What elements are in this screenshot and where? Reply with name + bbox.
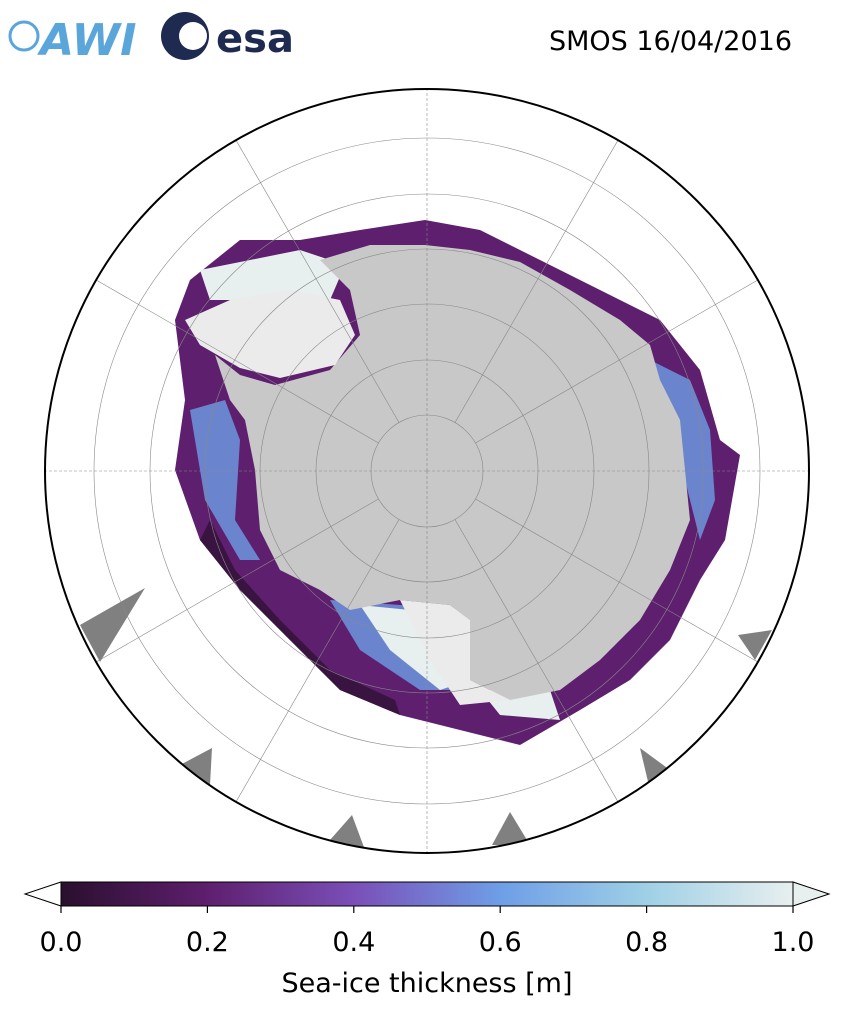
- colorbar-tick-label: 0.8: [625, 927, 668, 958]
- awi-logo: AWI: [8, 15, 137, 66]
- logo-text: esa: [216, 16, 294, 62]
- map-title: SMOS 16/04/2016: [549, 26, 792, 57]
- graticule: [45, 89, 809, 853]
- colorbar-under: [23, 881, 62, 907]
- ice-shelf: [400, 600, 510, 705]
- colorbar: Sea-ice thickness [m] 0.0 0.2 0.4 0.6 0.8 1.0: [23, 881, 831, 999]
- esa-logo: esa: [161, 12, 294, 62]
- map-border: [44, 88, 810, 854]
- colorbar-scale: [60, 881, 794, 907]
- colorbar-tick-label: 0.4: [332, 927, 375, 958]
- colorbar-label: Sea-ice thickness [m]: [281, 968, 572, 999]
- map: [45, 89, 809, 853]
- colorbar-tick-label: 0.0: [40, 927, 83, 958]
- colorbar-tick-label: 1.0: [772, 927, 815, 958]
- colorbar-over: [792, 881, 831, 907]
- logo-text: AWI: [37, 15, 137, 66]
- colorbar-tick-label: 0.2: [186, 927, 229, 958]
- colorbar-tick-label: 0.6: [479, 927, 522, 958]
- antarctica: [215, 245, 690, 700]
- land-outer: [80, 588, 772, 850]
